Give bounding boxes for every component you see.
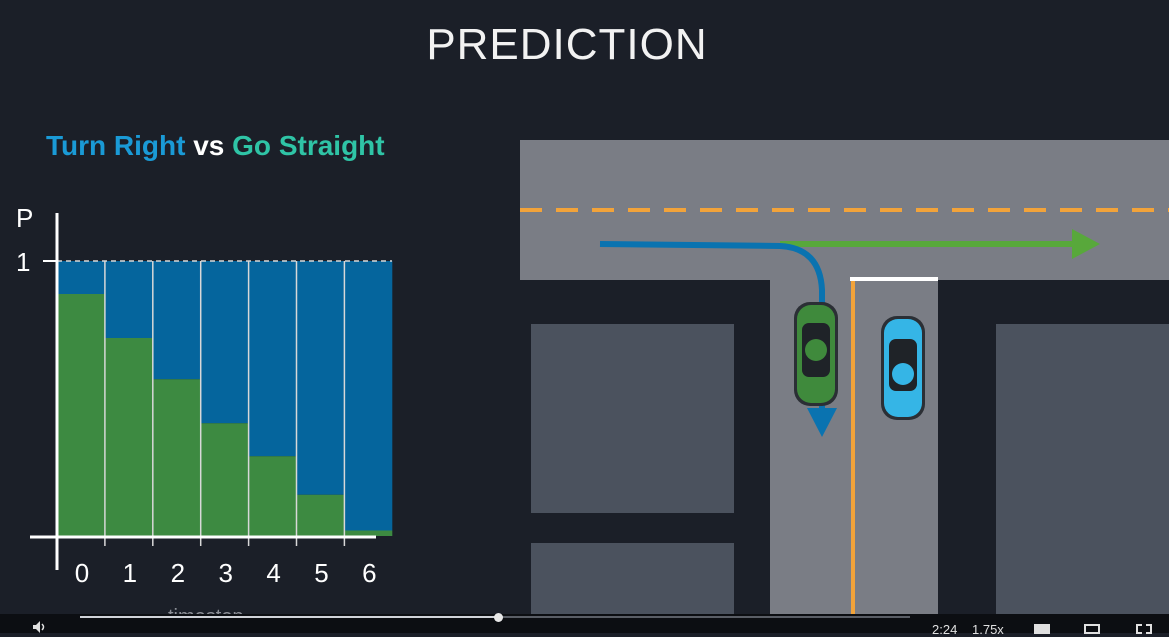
bar-turn-right — [296, 261, 345, 495]
speed-button[interactable]: 1.75x — [972, 622, 1004, 637]
chart-title: Turn Right vs Go Straight — [46, 130, 385, 162]
chart-title-vs: vs — [185, 130, 233, 161]
turn-arrow-icon — [807, 408, 837, 437]
x-tick-label: 0 — [75, 558, 89, 588]
volume-icon[interactable] — [32, 620, 46, 634]
chart-title-turn-right: Turn Right — [46, 130, 186, 161]
chart-title-go-straight: Go Straight — [232, 130, 385, 161]
bar-turn-right — [248, 261, 297, 457]
x-tick-label: 3 — [218, 558, 232, 588]
bar-go-straight — [248, 456, 297, 536]
y-tick-label: 1 — [16, 247, 30, 277]
progress-fill — [80, 616, 500, 618]
x-tick-label: 4 — [266, 558, 280, 588]
bar-turn-right — [200, 261, 249, 424]
bar-go-straight — [296, 494, 345, 536]
page-title: PREDICTION — [426, 20, 708, 69]
video-player-bar: 2:24 1.75x — [0, 613, 1169, 637]
blue-car-icon — [881, 316, 925, 420]
x-tick-label: 2 — [171, 558, 185, 588]
straight-arrow-icon — [1072, 229, 1100, 259]
time-display: 2:24 — [932, 622, 958, 637]
city-block — [531, 324, 734, 513]
progress-knob[interactable] — [494, 613, 503, 622]
x-tick-label: 5 — [314, 558, 328, 588]
bar-go-straight — [200, 423, 249, 536]
bar-turn-right — [344, 261, 393, 531]
intersection-scene — [520, 140, 1169, 620]
probability-chart: 0 1 2 3 4 5 6 P 1 — [16, 203, 393, 588]
bar-go-straight — [344, 530, 393, 536]
green-car-icon — [794, 302, 838, 406]
turn-right-path — [599, 241, 825, 410]
bar-go-straight — [152, 379, 201, 536]
bar-turn-right — [104, 261, 153, 338]
bar-turn-right — [152, 261, 201, 380]
bar-go-straight — [57, 294, 105, 536]
x-tick-label: 6 — [362, 558, 376, 588]
y-axis-label: P — [16, 203, 33, 233]
x-tick-label: 1 — [123, 558, 137, 588]
city-block — [996, 324, 1169, 620]
bar-turn-right — [57, 261, 105, 294]
city-block — [531, 543, 734, 620]
bar-go-straight — [104, 338, 153, 536]
